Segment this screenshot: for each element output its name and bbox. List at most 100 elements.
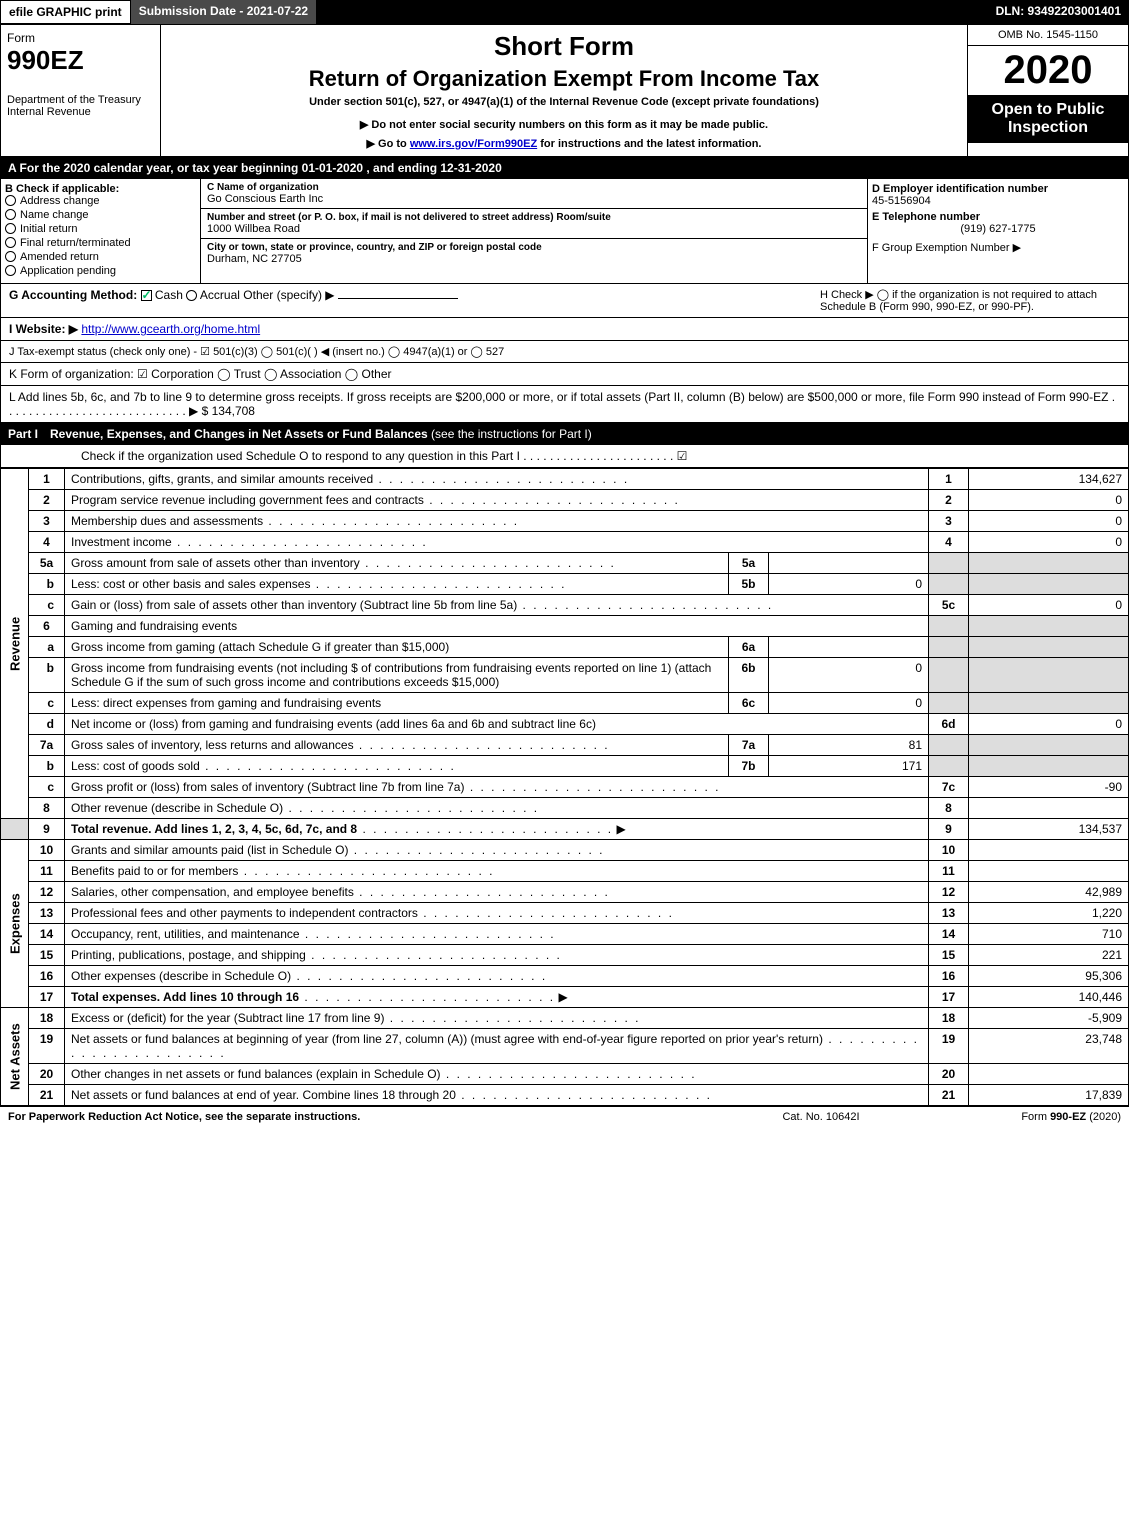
line-5a-desc: Gross amount from sale of assets other t… [71, 556, 360, 570]
line-6b-midval: 0 [769, 658, 929, 693]
check-name-change[interactable] [5, 209, 16, 220]
line-19-num: 19 [29, 1029, 65, 1064]
line-3-rn: 3 [929, 511, 969, 532]
form-header: Form 990EZ Department of the Treasury In… [0, 24, 1129, 157]
line-13-num: 13 [29, 903, 65, 924]
line-6a-rn [929, 637, 969, 658]
goto-post: for instructions and the latest informat… [537, 138, 761, 150]
page-footer: For Paperwork Reduction Act Notice, see … [0, 1106, 1129, 1127]
line-2-val: 0 [969, 490, 1129, 511]
line-7a-num: 7a [29, 735, 65, 756]
line-6-num: 6 [29, 616, 65, 637]
section-b: B Check if applicable: Address change Na… [1, 179, 201, 283]
part-i-sub: (see the instructions for Part I) [428, 427, 592, 441]
b-name-change: Name change [20, 209, 89, 221]
line-8-rn: 8 [929, 798, 969, 819]
line-15-val: 221 [969, 945, 1129, 966]
form-number: 990EZ [7, 45, 154, 76]
line-9-arrow: ▶ [616, 822, 625, 836]
line-5b-mid: 5b [729, 574, 769, 595]
do-not-enter: ▶ Do not enter social security numbers o… [167, 118, 961, 131]
line-10-num: 10 [29, 840, 65, 861]
efile-label[interactable]: efile GRAPHIC print [0, 0, 131, 24]
line-6-rn [929, 616, 969, 637]
row-i: I Website: ▶ http://www.gcearth.org/home… [0, 318, 1129, 341]
line-8-val [969, 798, 1129, 819]
line-6a-num: a [29, 637, 65, 658]
line-19-val: 23,748 [969, 1029, 1129, 1064]
irs-link[interactable]: www.irs.gov/Form990EZ [410, 138, 537, 150]
check-accrual[interactable] [186, 290, 197, 301]
line-10-val [969, 840, 1129, 861]
ein-value: 45-5156904 [872, 195, 1124, 207]
line-1-val: 134,627 [969, 469, 1129, 490]
line-16-val: 95,306 [969, 966, 1129, 987]
line-9-num: 9 [29, 819, 65, 840]
b-final-return: Final return/terminated [20, 237, 131, 249]
line-7a-rn [929, 735, 969, 756]
line-5c-rn: 5c [929, 595, 969, 616]
b-app-pending: Application pending [20, 265, 116, 277]
line-7a-mid: 7a [729, 735, 769, 756]
row-k: K Form of organization: ☑ Corporation ◯ … [0, 363, 1129, 386]
line-12-rn: 12 [929, 882, 969, 903]
check-initial-return[interactable] [5, 223, 16, 234]
part-i-title: Revenue, Expenses, and Changes in Net As… [50, 427, 428, 441]
line-9-val: 134,537 [969, 819, 1129, 840]
line-7b-desc: Less: cost of goods sold [71, 759, 200, 773]
line-12-val: 42,989 [969, 882, 1129, 903]
line-6d-desc: Net income or (loss) from gaming and fun… [71, 717, 596, 731]
part-i-check: Check if the organization used Schedule … [0, 445, 1129, 468]
row-l: L Add lines 5b, 6c, and 7b to line 9 to … [0, 386, 1129, 423]
b-label: B Check if applicable: [5, 183, 196, 195]
check-amended[interactable] [5, 251, 16, 262]
g-other: Other (specify) ▶ [243, 288, 334, 302]
revenue-side-label: Revenue [1, 469, 29, 819]
line-11-rn: 11 [929, 861, 969, 882]
line-18-rn: 18 [929, 1008, 969, 1029]
c-addr-label: Number and street (or P. O. box, if mail… [207, 212, 861, 223]
goto-pre: ▶ Go to [367, 138, 410, 150]
line-5a-num: 5a [29, 553, 65, 574]
line-14-desc: Occupancy, rent, utilities, and maintena… [71, 927, 300, 941]
line-5b-val [969, 574, 1129, 595]
line-6a-midval [769, 637, 929, 658]
line-3-desc: Membership dues and assessments [71, 514, 263, 528]
line-5c-desc: Gain or (loss) from sale of assets other… [71, 598, 517, 612]
line-15-desc: Printing, publications, postage, and shi… [71, 948, 306, 962]
line-5a-rn [929, 553, 969, 574]
line-7c-num: c [29, 777, 65, 798]
part-i-header: Part I Revenue, Expenses, and Changes in… [0, 423, 1129, 445]
line-6d-val: 0 [969, 714, 1129, 735]
line-21-rn: 21 [929, 1085, 969, 1106]
line-19-desc: Net assets or fund balances at beginning… [71, 1032, 823, 1046]
line-6d-num: d [29, 714, 65, 735]
b-initial-return: Initial return [20, 223, 77, 235]
goto-line: ▶ Go to www.irs.gov/Form990EZ for instru… [167, 137, 961, 150]
line-1-num: 1 [29, 469, 65, 490]
check-final-return[interactable] [5, 237, 16, 248]
line-6a-mid: 6a [729, 637, 769, 658]
line-7a-desc: Gross sales of inventory, less returns a… [71, 738, 354, 752]
website-link[interactable]: http://www.gcearth.org/home.html [81, 322, 260, 336]
org-name: Go Conscious Earth Inc [207, 193, 861, 205]
line-4-val: 0 [969, 532, 1129, 553]
line-10-rn: 10 [929, 840, 969, 861]
expenses-side-label: Expenses [1, 840, 29, 1008]
line-4-rn: 4 [929, 532, 969, 553]
g-accrual: Accrual [200, 288, 240, 302]
line-6c-rn [929, 693, 969, 714]
line-7c-val: -90 [969, 777, 1129, 798]
line-9-rn: 9 [929, 819, 969, 840]
line-17-arrow: ▶ [558, 990, 567, 1004]
line-21-num: 21 [29, 1085, 65, 1106]
line-7b-rn [929, 756, 969, 777]
check-cash[interactable] [141, 290, 152, 301]
check-app-pending[interactable] [5, 265, 16, 276]
line-17-rn: 17 [929, 987, 969, 1008]
check-address-change[interactable] [5, 195, 16, 206]
line-16-rn: 16 [929, 966, 969, 987]
b-amended: Amended return [20, 251, 99, 263]
row-j: J Tax-exempt status (check only one) - ☑… [0, 341, 1129, 363]
line-11-val [969, 861, 1129, 882]
